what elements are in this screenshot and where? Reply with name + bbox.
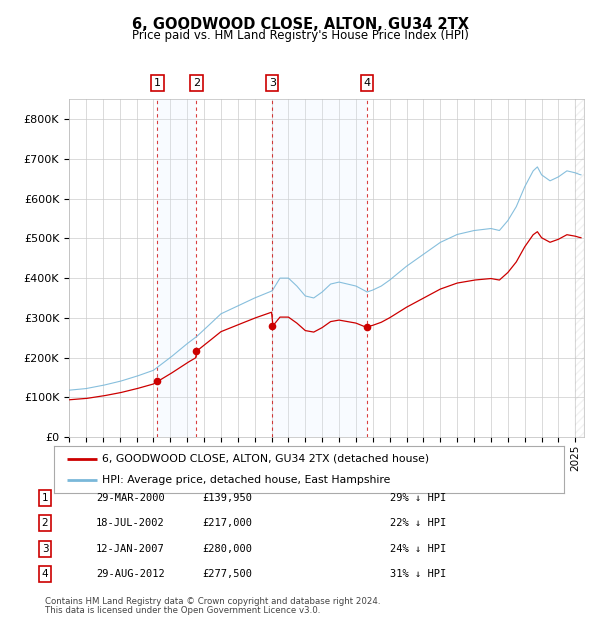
Text: £217,000: £217,000 xyxy=(202,518,252,528)
Bar xyxy=(272,99,367,437)
Text: 4: 4 xyxy=(41,569,49,579)
Text: This data is licensed under the Open Government Licence v3.0.: This data is licensed under the Open Gov… xyxy=(45,606,320,615)
Text: 2: 2 xyxy=(193,78,200,88)
Text: Price paid vs. HM Land Registry's House Price Index (HPI): Price paid vs. HM Land Registry's House … xyxy=(131,29,469,42)
Text: 4: 4 xyxy=(364,78,371,88)
Text: HPI: Average price, detached house, East Hampshire: HPI: Average price, detached house, East… xyxy=(103,476,391,485)
Text: 18-JUL-2002: 18-JUL-2002 xyxy=(96,518,165,528)
Text: 22% ↓ HPI: 22% ↓ HPI xyxy=(390,518,446,528)
Text: 6, GOODWOOD CLOSE, ALTON, GU34 2TX: 6, GOODWOOD CLOSE, ALTON, GU34 2TX xyxy=(131,17,469,32)
Text: 31% ↓ HPI: 31% ↓ HPI xyxy=(390,569,446,579)
Text: 29% ↓ HPI: 29% ↓ HPI xyxy=(390,493,446,503)
Text: £139,950: £139,950 xyxy=(202,493,252,503)
Bar xyxy=(575,99,584,437)
Text: 12-JAN-2007: 12-JAN-2007 xyxy=(96,544,165,554)
Text: Contains HM Land Registry data © Crown copyright and database right 2024.: Contains HM Land Registry data © Crown c… xyxy=(45,597,380,606)
Text: 1: 1 xyxy=(154,78,161,88)
Bar xyxy=(157,99,196,437)
Text: £280,000: £280,000 xyxy=(202,544,252,554)
Text: £277,500: £277,500 xyxy=(202,569,252,579)
Text: 2: 2 xyxy=(41,518,49,528)
Text: 3: 3 xyxy=(41,544,49,554)
Text: 29-AUG-2012: 29-AUG-2012 xyxy=(96,569,165,579)
Text: 24% ↓ HPI: 24% ↓ HPI xyxy=(390,544,446,554)
Text: 29-MAR-2000: 29-MAR-2000 xyxy=(96,493,165,503)
Text: 3: 3 xyxy=(269,78,276,88)
Text: 6, GOODWOOD CLOSE, ALTON, GU34 2TX (detached house): 6, GOODWOOD CLOSE, ALTON, GU34 2TX (deta… xyxy=(103,454,430,464)
Text: 1: 1 xyxy=(41,493,49,503)
